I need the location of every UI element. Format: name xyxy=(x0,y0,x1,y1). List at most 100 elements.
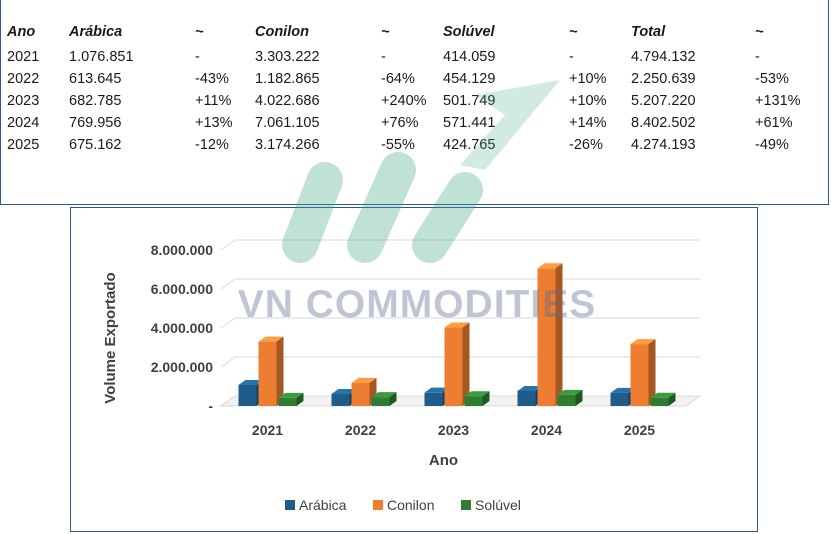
table-cell: 2025 xyxy=(7,137,40,153)
y-tick-label: 2.000.000 xyxy=(151,359,213,375)
bar-side xyxy=(389,392,397,406)
table-cell: -55% xyxy=(381,137,415,153)
bar-side xyxy=(482,391,490,406)
bar-solúvel-2025 xyxy=(650,397,669,406)
table-row: 2023 682.785 +11% 4.022.686 +240% 501.749 +10%… xyxy=(7,90,815,112)
table-cell: 2.250.639 xyxy=(631,71,696,87)
bar-arábica-2022 xyxy=(331,394,350,406)
table-cell: 454.129 xyxy=(443,71,496,87)
bar-solúvel-2022 xyxy=(371,397,390,406)
bar-top xyxy=(331,389,357,395)
table-cell: -43% xyxy=(195,71,229,87)
table-cell: 3.303.222 xyxy=(255,49,320,65)
table-cell: 5.207.220 xyxy=(631,93,696,109)
table-cell: -64% xyxy=(381,71,415,87)
bar-top xyxy=(258,336,284,342)
column-header: Ano xyxy=(7,24,36,40)
y-tick-label: 4.000.000 xyxy=(151,320,213,336)
table-cell: - xyxy=(569,49,574,65)
bar-top xyxy=(351,377,377,383)
column-header: ~ xyxy=(569,24,578,40)
bar-arábica-2025 xyxy=(610,392,629,406)
x-tick-label: 2022 xyxy=(345,422,376,438)
table-row: 2024 769.956 +13% 7.061.105 +76% 571.441 +14% 8… xyxy=(7,112,815,134)
bar-side xyxy=(648,339,656,406)
bar-conilon-2022 xyxy=(351,382,370,406)
table-row: 2025 675.162 -12% 3.174.266 -55% 424.765 -26% 4… xyxy=(7,134,815,156)
table-cell: 2021 xyxy=(7,49,40,65)
legend-label: Solúvel xyxy=(475,497,521,513)
table-cell: -49% xyxy=(755,137,789,153)
table-cell: - xyxy=(755,49,760,65)
bar-solúvel-2021 xyxy=(278,397,297,406)
table-cell: 4.794.132 xyxy=(631,49,696,65)
bar-conilon-2021 xyxy=(258,341,277,406)
x-tick-label: 2023 xyxy=(438,422,469,438)
bar-solúvel-2024 xyxy=(557,394,576,406)
data-table-panel: Ano Arábica ~ Conilon ~ Solúvel ~ Total ~ 2021 1.… xyxy=(0,0,829,205)
bar-arábica-2021 xyxy=(238,385,257,406)
table-cell: -26% xyxy=(569,137,603,153)
table-cell: +10% xyxy=(569,71,607,87)
column-header: Total xyxy=(631,24,666,40)
table-cell: +14% xyxy=(569,115,607,131)
bar-arábica-2023 xyxy=(424,392,443,406)
bar-top xyxy=(238,380,264,386)
table-cell: 571.441 xyxy=(443,115,496,131)
bar-top xyxy=(537,263,563,269)
bar-side xyxy=(276,336,284,406)
table-cell: - xyxy=(195,49,200,65)
table-cell: 675.162 xyxy=(69,137,122,153)
bar-top xyxy=(650,392,676,398)
legend-swatch-conilon xyxy=(373,500,383,510)
table-cell: +131% xyxy=(755,93,801,109)
legend-label: Conilon xyxy=(387,497,434,513)
table-cell: 4.022.686 xyxy=(255,93,320,109)
bar-side xyxy=(296,392,304,406)
table-cell: -12% xyxy=(195,137,229,153)
chart-panel: - 2.000.000 4.000.000 6.000.000 8.000.000 202… xyxy=(70,207,758,532)
bar-conilon-2024 xyxy=(537,268,556,406)
bar-side xyxy=(462,322,470,406)
table-cell: 1.182.865 xyxy=(255,71,320,87)
gridline-side xyxy=(220,356,236,368)
column-header: ~ xyxy=(381,24,390,40)
table-cell: 4.274.193 xyxy=(631,137,696,153)
table-cell: +10% xyxy=(569,93,607,109)
bar-top xyxy=(630,339,656,345)
bar-top xyxy=(557,389,583,395)
table-row: 2022 613.645 -43% 1.182.865 -64% 454.129 +10% 2… xyxy=(7,68,815,90)
bar-side xyxy=(668,392,676,406)
table-cell: 501.749 xyxy=(443,93,496,109)
legend-swatch-arábica xyxy=(285,500,295,510)
bar-top xyxy=(464,391,490,397)
table-cell: 2024 xyxy=(7,115,40,131)
bar-top xyxy=(424,387,450,393)
column-header: Arábica xyxy=(69,24,123,40)
table-cell: +11% xyxy=(195,93,232,109)
column-header: Conilon xyxy=(255,24,309,40)
bar-top xyxy=(517,385,543,391)
x-axis-title: Ano xyxy=(429,452,458,469)
bar-side xyxy=(555,263,563,406)
table-cell: 414.059 xyxy=(443,49,496,65)
gridline-side xyxy=(220,317,236,329)
bar-top xyxy=(371,392,397,398)
table-cell: 3.174.266 xyxy=(255,137,320,153)
table-cell: 7.061.105 xyxy=(255,115,320,131)
table-cell: +61% xyxy=(755,115,793,131)
table-cell: +13% xyxy=(195,115,233,131)
bar-top xyxy=(610,387,636,393)
table-cell: 682.785 xyxy=(69,93,122,109)
table-cell: 613.645 xyxy=(69,71,122,87)
column-header: ~ xyxy=(755,24,764,40)
bar-conilon-2023 xyxy=(444,327,463,406)
table-cell: 1.076.851 xyxy=(69,49,134,65)
column-header: Solúvel xyxy=(443,24,495,40)
gridline-side xyxy=(220,278,236,290)
y-tick-label: 6.000.000 xyxy=(151,281,213,297)
y-tick-label: - xyxy=(208,398,213,414)
bar-top xyxy=(444,322,470,328)
table-cell: 8.402.502 xyxy=(631,115,696,131)
x-tick-label: 2024 xyxy=(531,422,562,438)
